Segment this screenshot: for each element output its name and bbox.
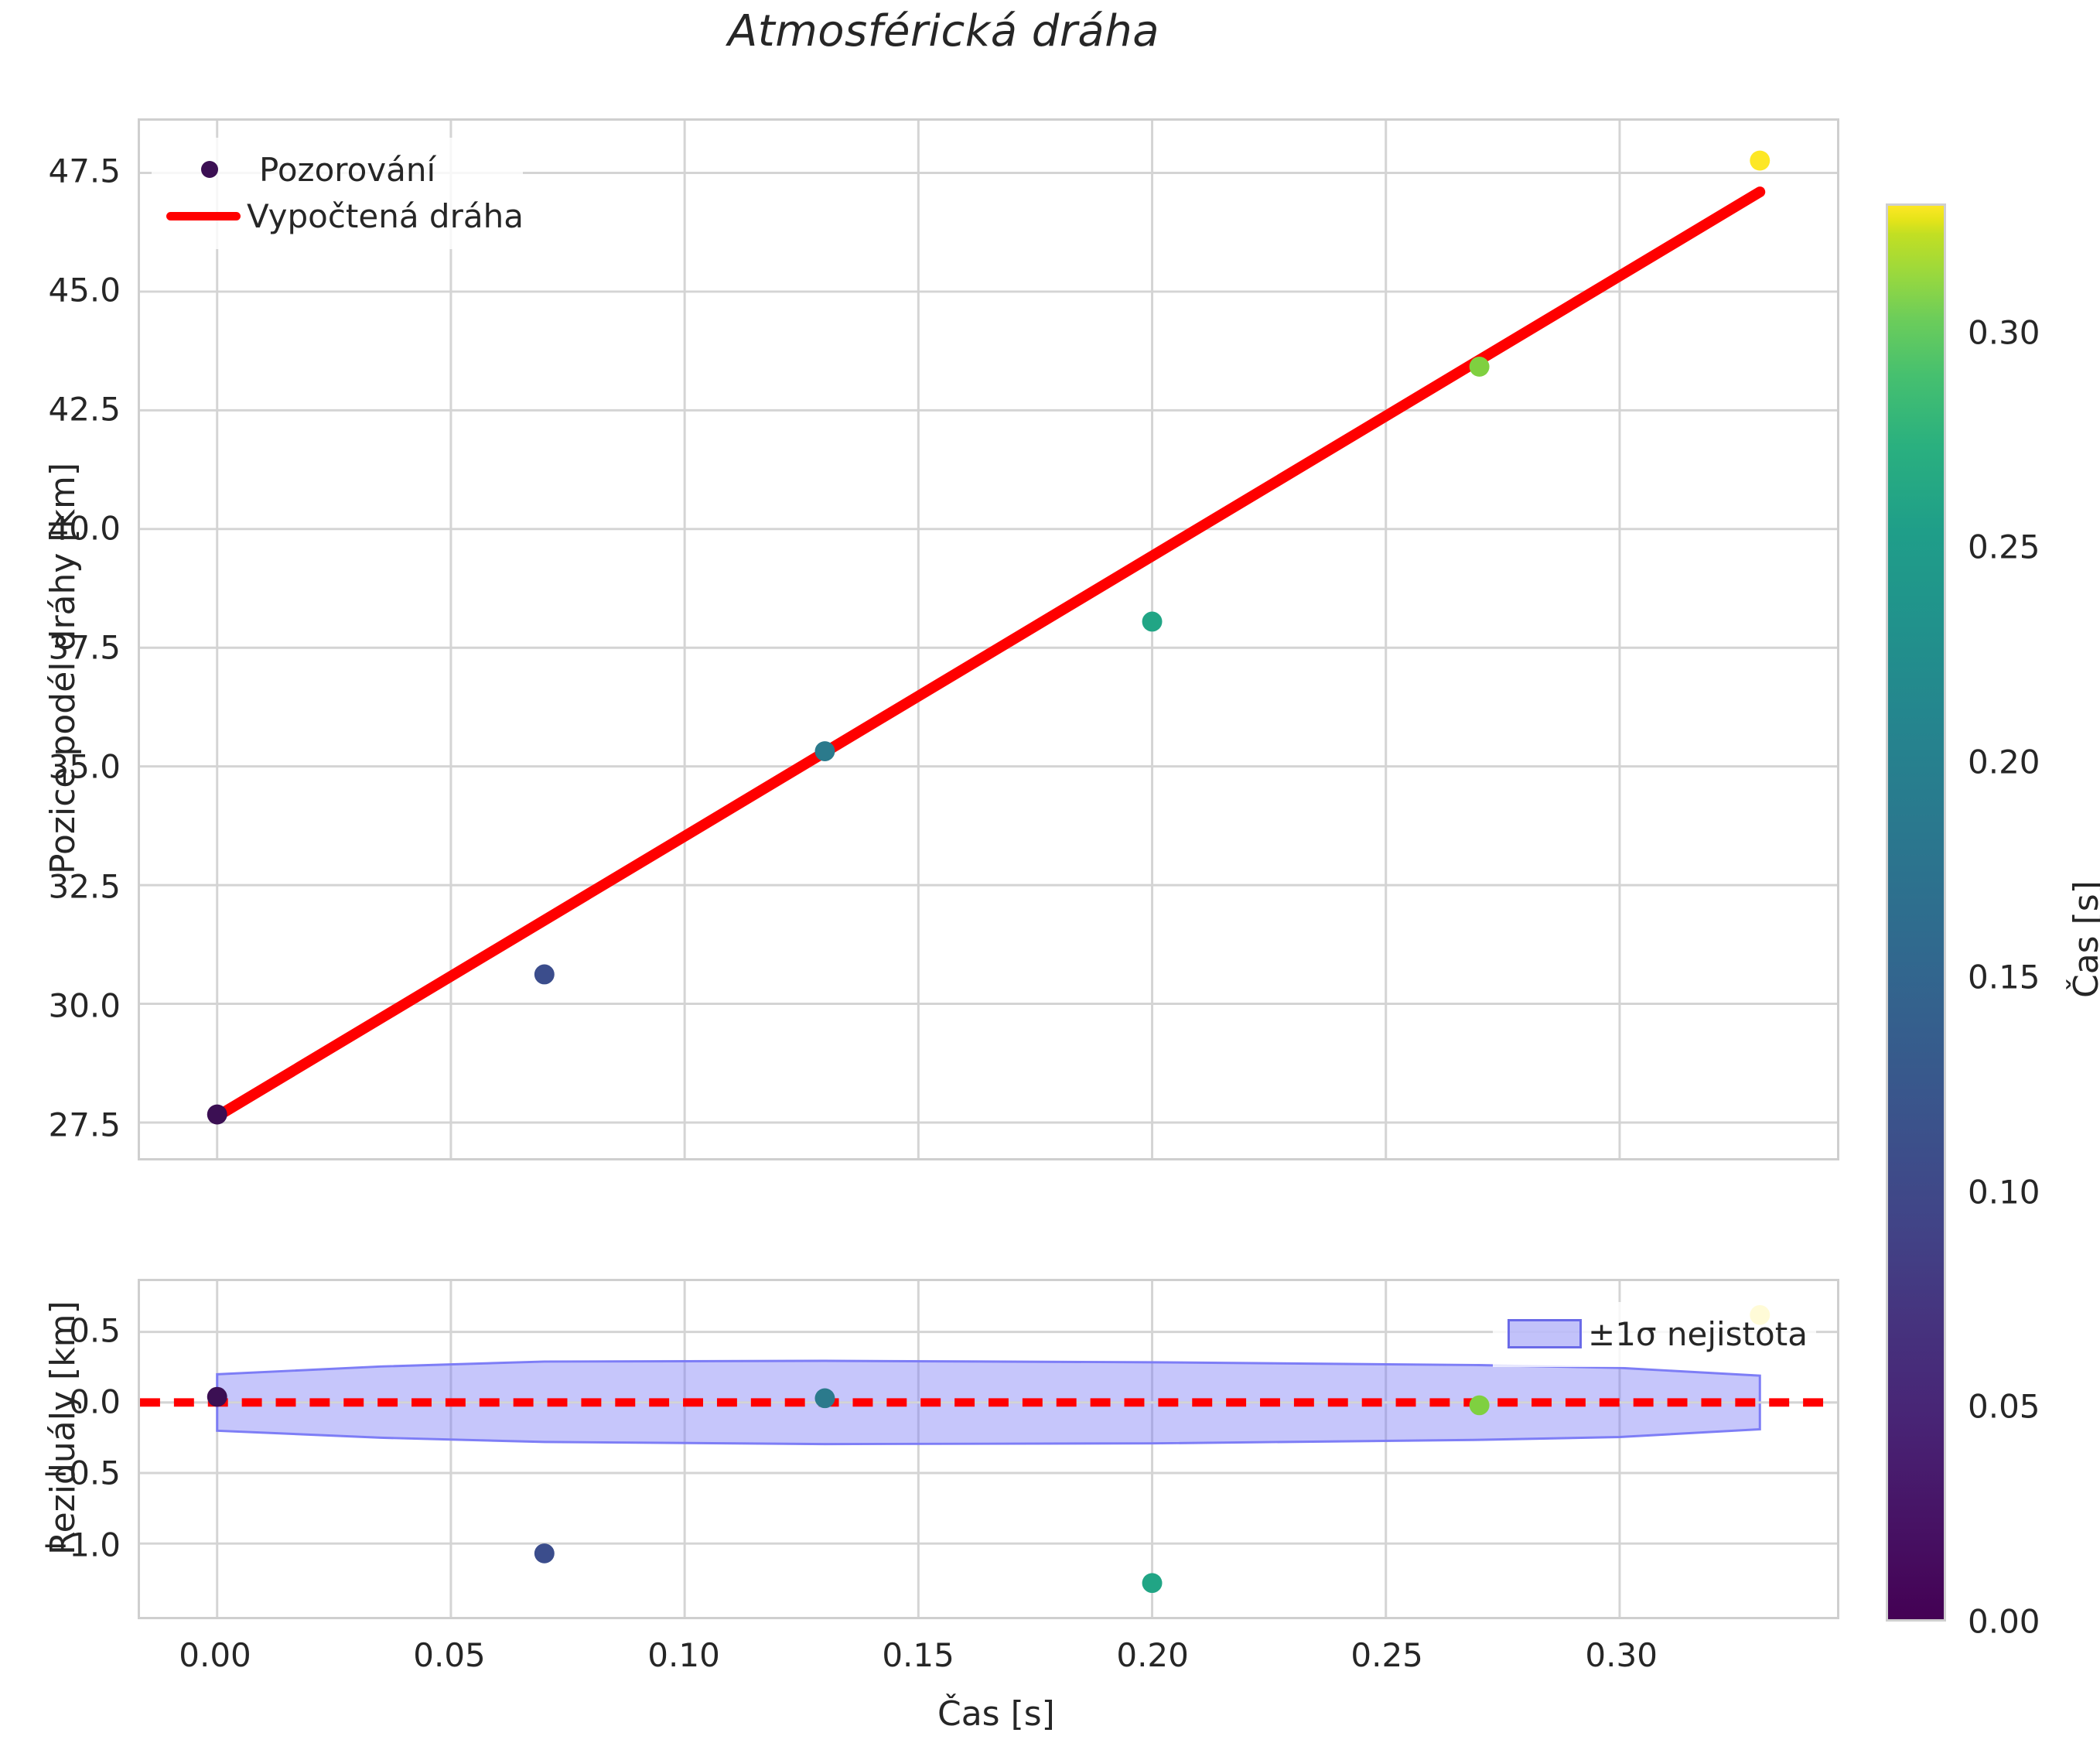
trajectory-y-tick: 45.0 bbox=[48, 271, 121, 309]
figure-title: Atmosférická dráha bbox=[727, 6, 1160, 56]
trajectory-legend: Pozorování Vypočtená dráha bbox=[152, 138, 524, 249]
colorbar-tick: 0.00 bbox=[1968, 1602, 2040, 1641]
residual-point bbox=[207, 1386, 227, 1407]
colorbar-tick: 0.20 bbox=[1968, 743, 2040, 781]
residuals-y-axis-label: Reziduály [km] bbox=[43, 1300, 83, 1555]
colorbar-tick: 0.10 bbox=[1968, 1173, 2040, 1212]
colorbar-gradient bbox=[1886, 203, 1946, 1622]
residuals-y-tick: −0.5 bbox=[42, 1454, 121, 1492]
residual-point bbox=[814, 1388, 835, 1409]
observation-point bbox=[207, 1104, 227, 1125]
colorbar-label: Čas [s] bbox=[2067, 880, 2100, 998]
observation-point bbox=[534, 964, 555, 985]
residual-point bbox=[1469, 1395, 1490, 1416]
legend-item-fitted-track: Vypočtená dráha bbox=[166, 193, 524, 239]
residuals-legend: ±1σ nejistota bbox=[1493, 1302, 1816, 1367]
residual-point bbox=[534, 1543, 555, 1564]
trajectory-y-tick: 47.5 bbox=[48, 152, 121, 190]
trajectory-y-tick: 40.0 bbox=[48, 509, 121, 548]
trajectory-y-tick: 32.5 bbox=[48, 867, 121, 906]
x-tick: 0.15 bbox=[882, 1636, 954, 1674]
observation-point bbox=[1469, 356, 1490, 377]
trajectory-y-tick: 37.5 bbox=[48, 628, 121, 667]
residuals-y-tick: −1.0 bbox=[42, 1526, 121, 1564]
legend-label-uncertainty: ±1σ nejistota bbox=[1588, 1314, 1808, 1353]
residuals-plot-area bbox=[140, 1281, 1837, 1617]
trajectory-y-tick: 42.5 bbox=[48, 390, 121, 429]
colorbar-tick: 0.05 bbox=[1968, 1387, 2040, 1426]
colorbar-tick: 0.25 bbox=[1968, 528, 2040, 566]
x-tick: 0.30 bbox=[1585, 1636, 1658, 1674]
residual-point bbox=[1142, 1573, 1163, 1594]
observation-dot-icon bbox=[166, 161, 253, 178]
residuals-y-tick: 0.5 bbox=[69, 1311, 121, 1350]
colorbar-tick: 0.30 bbox=[1968, 313, 2040, 352]
x-tick: 0.05 bbox=[413, 1636, 486, 1674]
legend-item-uncertainty-band: ±1σ nejistota bbox=[1508, 1311, 1808, 1357]
residuals-y-tick: 0.0 bbox=[69, 1382, 121, 1421]
legend-label-fitted-track: Vypočtená dráha bbox=[247, 197, 524, 235]
trajectory-axes bbox=[138, 118, 1839, 1160]
colorbar-tick: 0.15 bbox=[1968, 958, 2040, 996]
x-axis-label: Čas [s] bbox=[937, 1694, 1055, 1734]
observation-point bbox=[814, 741, 835, 761]
trajectory-y-tick: 35.0 bbox=[48, 747, 121, 786]
x-tick: 0.25 bbox=[1350, 1636, 1423, 1674]
trajectory-y-axis-label: Pozice podél dráhy [km] bbox=[43, 462, 83, 874]
legend-label-observations: Pozorování bbox=[259, 150, 436, 189]
trajectory-y-tick: 27.5 bbox=[48, 1106, 121, 1144]
trajectory-plot-area bbox=[140, 121, 1837, 1158]
trajectory-y-tick: 30.0 bbox=[48, 986, 121, 1025]
x-tick: 0.00 bbox=[179, 1636, 251, 1674]
x-tick: 0.10 bbox=[647, 1636, 720, 1674]
fitted-line-icon bbox=[166, 211, 241, 220]
observation-point bbox=[1142, 611, 1163, 632]
observation-point bbox=[1750, 150, 1770, 171]
legend-item-observations: Pozorování bbox=[166, 146, 505, 193]
x-tick: 0.20 bbox=[1116, 1636, 1189, 1674]
uncertainty-band-icon bbox=[1508, 1319, 1582, 1348]
colorbar bbox=[1886, 203, 1946, 1622]
